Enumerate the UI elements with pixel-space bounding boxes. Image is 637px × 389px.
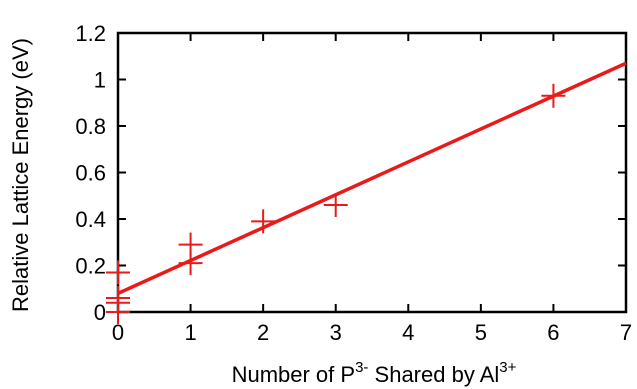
y-tick-label: 0.2	[75, 254, 106, 279]
y-tick-label: 0.4	[75, 207, 106, 232]
y-tick-label: 0.6	[75, 161, 106, 186]
y-tick-label: 0.8	[75, 114, 106, 139]
data-point	[541, 83, 566, 108]
y-tick-label: 0	[94, 300, 106, 325]
x-title-sup-2: 3+	[499, 359, 516, 376]
y-axis-title: Relative Lattice Energy (eV)	[8, 38, 33, 312]
x-tick-label: 4	[402, 320, 414, 345]
x-tick-label: 6	[547, 320, 559, 345]
x-tick-label: 2	[257, 320, 269, 345]
x-tick-label: 0	[112, 320, 124, 345]
y-tick-label: 1	[94, 68, 106, 93]
x-title-part-2: Shared by Al	[368, 362, 499, 387]
data-point	[106, 260, 130, 285]
axis-tick-labels: 0 1 2 3 4 5 6 7 0 0.2 0.4 0.6 0.8 1 1.2	[75, 21, 632, 345]
data-point	[106, 286, 130, 311]
data-point	[323, 193, 348, 218]
x-title-part-1: Number of P	[232, 362, 356, 387]
x-tick-label: 5	[475, 320, 487, 345]
plot-frame	[116, 31, 628, 314]
data-point	[251, 209, 276, 234]
x-tick-label: 7	[620, 320, 632, 345]
x-tick-label: 3	[330, 320, 342, 345]
x-tick-label: 1	[184, 320, 196, 345]
y-tick-label: 1.2	[75, 21, 106, 46]
data-point	[178, 232, 203, 257]
axis-ticks	[117, 32, 627, 313]
x-axis-title: Number of P3- Shared by Al3+	[232, 359, 517, 387]
fit-line	[117, 61, 627, 295]
x-title-sup-1: 3-	[355, 359, 368, 376]
data-marks	[106, 61, 627, 324]
